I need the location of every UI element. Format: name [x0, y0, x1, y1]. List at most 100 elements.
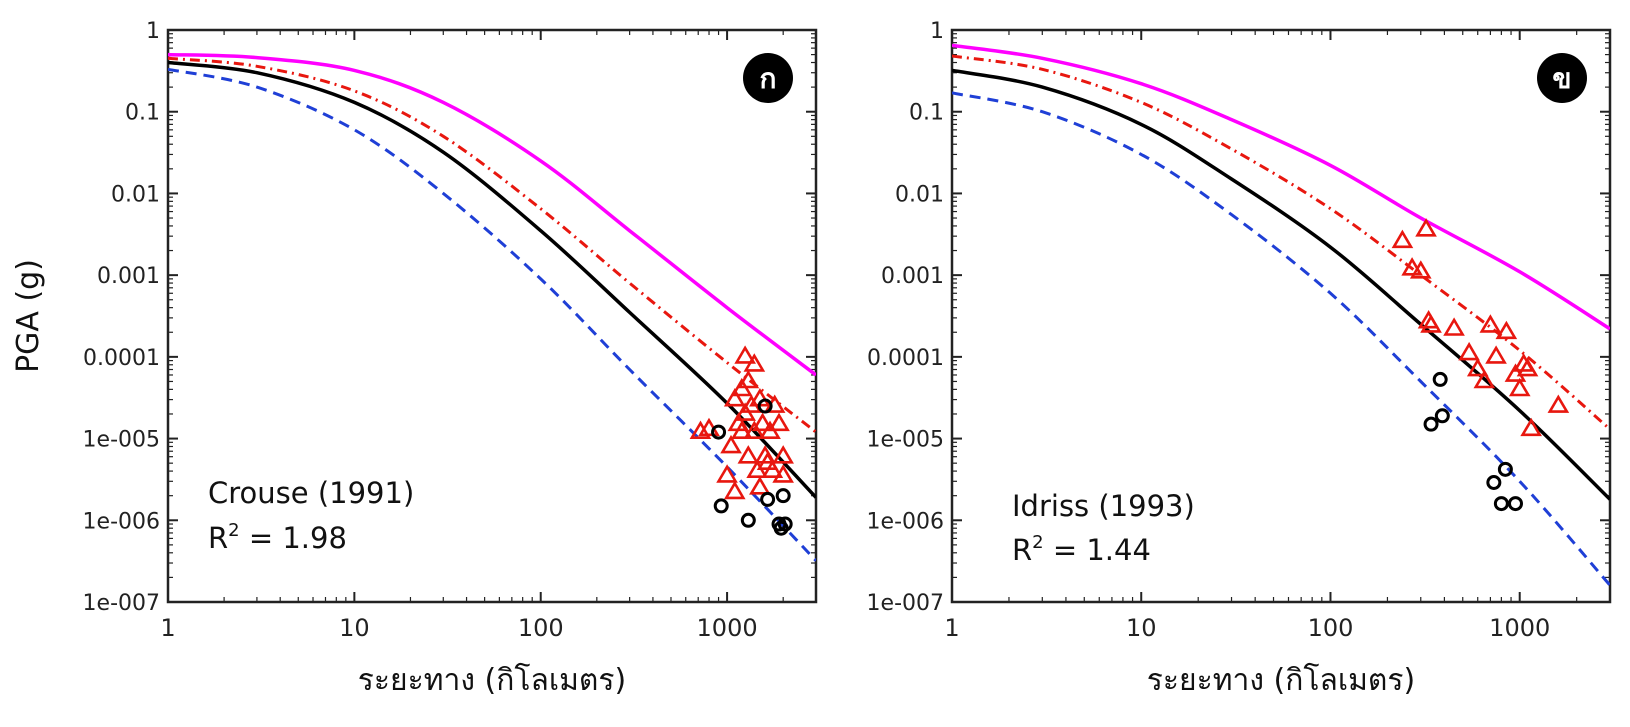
- data-point-circle: [711, 424, 727, 440]
- y-tick-label: 1e-006: [867, 509, 944, 534]
- x-tick-label: 100: [1308, 614, 1354, 642]
- series-line-1: [952, 43, 1610, 331]
- r2-prefix: R: [1012, 533, 1032, 567]
- plot-frame: [166, 28, 818, 604]
- series-line-2: [168, 56, 816, 434]
- r2-superscript: 2: [228, 520, 239, 541]
- panel-badge: [743, 53, 793, 103]
- y-tick-label: 1e-005: [867, 428, 944, 453]
- x-tick-label: 10: [339, 614, 370, 642]
- data-point-circle: [1423, 416, 1439, 432]
- data-point-triangle: [1516, 357, 1539, 377]
- data-point-triangle: [734, 345, 756, 364]
- x-axis-label: ระยะทาง (กิโลเมตร): [358, 662, 626, 698]
- data-point-triangle: [1401, 257, 1423, 276]
- x-axis-label: ระยะทาง (กิโลเมตร): [1147, 662, 1415, 698]
- panel-badge-label: ก: [760, 62, 777, 95]
- data-point-circle: [775, 488, 791, 504]
- data-point-triangle: [751, 412, 774, 432]
- panel-badge-label: ข: [1552, 62, 1571, 95]
- chart-panel-1: 1e-007 1e-006 1e-005 0.0001 0.001 0.01 0.1 1 1 10…: [11, 19, 818, 698]
- y-tick-label: 0.001: [97, 264, 160, 289]
- data-point-triangle: [1508, 377, 1531, 397]
- r2-value: = 1.44: [1044, 533, 1151, 567]
- x-tick-label: 1: [944, 614, 959, 642]
- data-point-circle: [757, 398, 773, 414]
- r2-annotation: R2 = 1.44: [1012, 532, 1151, 567]
- series-line-4: [952, 91, 1610, 587]
- data-point-triangle: [723, 480, 746, 500]
- series-line-3: [952, 68, 1610, 501]
- data-point-circle: [713, 498, 729, 514]
- data-point-triangle: [1458, 341, 1480, 361]
- y-tick-label: 0.1: [909, 101, 944, 126]
- x-tick-label: 1: [160, 614, 175, 642]
- data-point-triangle: [1409, 260, 1432, 279]
- x-axis: 1 10 100 1000: [944, 30, 1611, 642]
- data-point-circle: [760, 491, 776, 507]
- data-point-triangle: [1443, 317, 1465, 336]
- r2-annotation: R2 = 1.98: [208, 520, 347, 555]
- chart-panel-2: 1e-007 1e-006 1e-005 0.0001 0.001 0.01 0.1 1 1 10…: [867, 19, 1612, 698]
- x-axis: 1 10 100 1000: [160, 30, 817, 642]
- panel-badge: [1537, 53, 1587, 103]
- y-tick-label: 0.1: [125, 101, 160, 126]
- data-point-triangle: [716, 464, 738, 483]
- y-tick-label: 1e-007: [83, 591, 160, 616]
- series-line-3: [168, 60, 816, 499]
- y-axis: 1e-007 1e-006 1e-005 0.0001 0.001 0.01 0.1 1: [867, 19, 1610, 616]
- y-axis-label: PGA (g): [11, 259, 46, 373]
- y-tick-label: 1e-007: [867, 591, 944, 616]
- series-line-4: [168, 67, 816, 562]
- data-point-circle: [1432, 371, 1448, 387]
- data-point-triangle: [731, 420, 753, 440]
- data-point-circle: [773, 520, 789, 536]
- data-point-triangle: [737, 369, 760, 389]
- data-point-triangle: [689, 420, 712, 440]
- data-point-triangle: [1479, 314, 1502, 333]
- data-point-circle: [1493, 496, 1509, 512]
- series-line-2: [952, 54, 1610, 431]
- data-point-triangle: [1520, 417, 1542, 437]
- data-point-triangle: [1391, 229, 1414, 249]
- y-tick-label: 0.001: [881, 264, 944, 289]
- y-tick-label: 1e-005: [83, 428, 160, 453]
- r2-superscript: 2: [1032, 532, 1043, 553]
- y-tick-label: 0.01: [895, 182, 944, 207]
- data-point-circle: [1434, 408, 1450, 424]
- y-tick-label: 0.01: [111, 182, 160, 207]
- y-tick-label: 0.0001: [867, 346, 944, 371]
- x-tick-label: 100: [518, 614, 564, 642]
- data-point-triangle: [1485, 345, 1507, 364]
- x-tick-label: 10: [1126, 614, 1157, 642]
- r2-prefix: R: [208, 521, 228, 555]
- data-point-triangle: [1495, 320, 1518, 340]
- model-annotation: Idriss (1993): [1012, 489, 1195, 523]
- data-point-circle: [740, 512, 756, 528]
- x-tick-label: 1000: [697, 614, 758, 642]
- series-line-1: [168, 52, 816, 377]
- data-point-circle: [1486, 475, 1502, 491]
- data-point-triangle: [768, 412, 790, 432]
- data-point-triangle: [772, 445, 794, 464]
- data-point-triangle: [720, 434, 742, 454]
- data-point-triangle: [761, 459, 784, 479]
- data-point-triangle: [1547, 394, 1570, 413]
- data-point-circle: [1497, 461, 1513, 477]
- data-point-triangle: [723, 388, 746, 407]
- y-tick-label: 0.0001: [83, 346, 160, 371]
- y-tick-label: 1e-006: [83, 509, 160, 534]
- r2-value: = 1.98: [240, 521, 347, 555]
- data-point-triangle: [1420, 314, 1442, 333]
- data-point-triangle: [749, 476, 771, 495]
- data-point-triangle: [737, 445, 760, 464]
- data-point-triangle: [772, 464, 794, 483]
- y-tick-label: 1: [146, 19, 160, 44]
- plot-area: [952, 43, 1610, 587]
- plot-area: [168, 52, 816, 562]
- data-point-triangle: [1415, 218, 1437, 237]
- x-tick-label: 1000: [1489, 614, 1550, 642]
- data-point-circle: [1507, 496, 1523, 512]
- data-point-triangle: [1473, 369, 1496, 389]
